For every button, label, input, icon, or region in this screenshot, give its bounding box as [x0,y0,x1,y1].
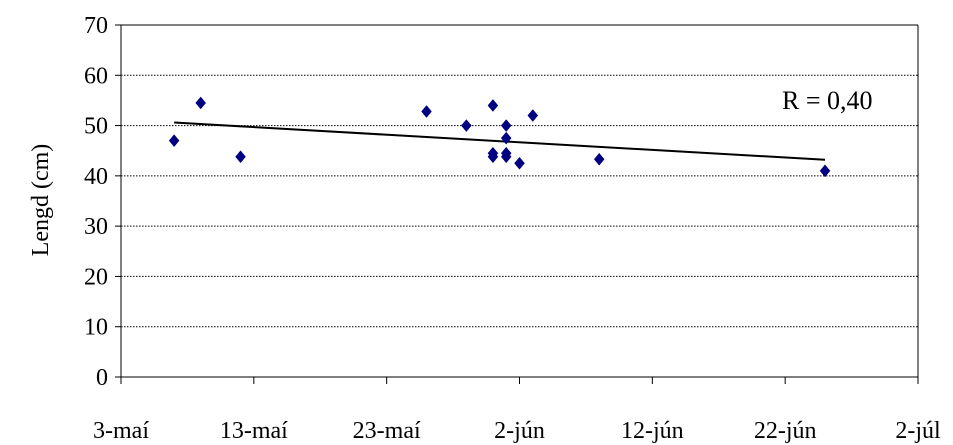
x-tick-label: 22-jún [754,418,817,444]
y-tick-label: 30 [84,214,108,240]
y-tick-label: 70 [84,13,108,39]
y-tick-label: 40 [84,164,108,190]
y-tick-label: 60 [84,63,108,89]
x-tick-label: 13-maí [220,418,288,444]
data-point [593,152,605,166]
x-tick-label: 23-maí [353,418,421,444]
data-point [819,164,831,178]
y-axis-label: Lengd (cm) [28,144,54,257]
data-point [487,99,499,112]
y-tick-label: 0 [96,365,108,391]
trendline-group [174,121,826,161]
r-annotation: R = 0,40 [782,86,873,115]
x-tick-labels: 3-maí 13-maí 23-maí 2-jún 12-jún 22-jún 2-júl [93,418,941,444]
x-tick-label: 12-jún [621,418,684,444]
x-tick-label: 2-jún [494,418,545,444]
axes [115,24,919,384]
y-tick-label: 10 [84,315,108,341]
data-point [195,96,207,110]
data-point [168,134,180,148]
y-tick-label: 20 [84,264,108,290]
data-point [500,131,512,145]
data-point [235,150,246,164]
data-point [514,156,525,170]
gridlines [121,24,918,328]
data-point [421,105,432,118]
data-point [461,119,472,132]
data-point [527,109,539,122]
x-tick-label: 2-júl [895,418,941,444]
y-tick-labels: 0 10 20 30 40 50 60 70 [84,13,108,391]
trendline [174,121,826,161]
x-tick-label: 3-maí [93,418,149,444]
data-points [168,96,831,178]
data-point [500,119,512,132]
y-tick-label: 50 [84,114,108,140]
data-point [500,150,512,164]
data-point [487,150,499,164]
